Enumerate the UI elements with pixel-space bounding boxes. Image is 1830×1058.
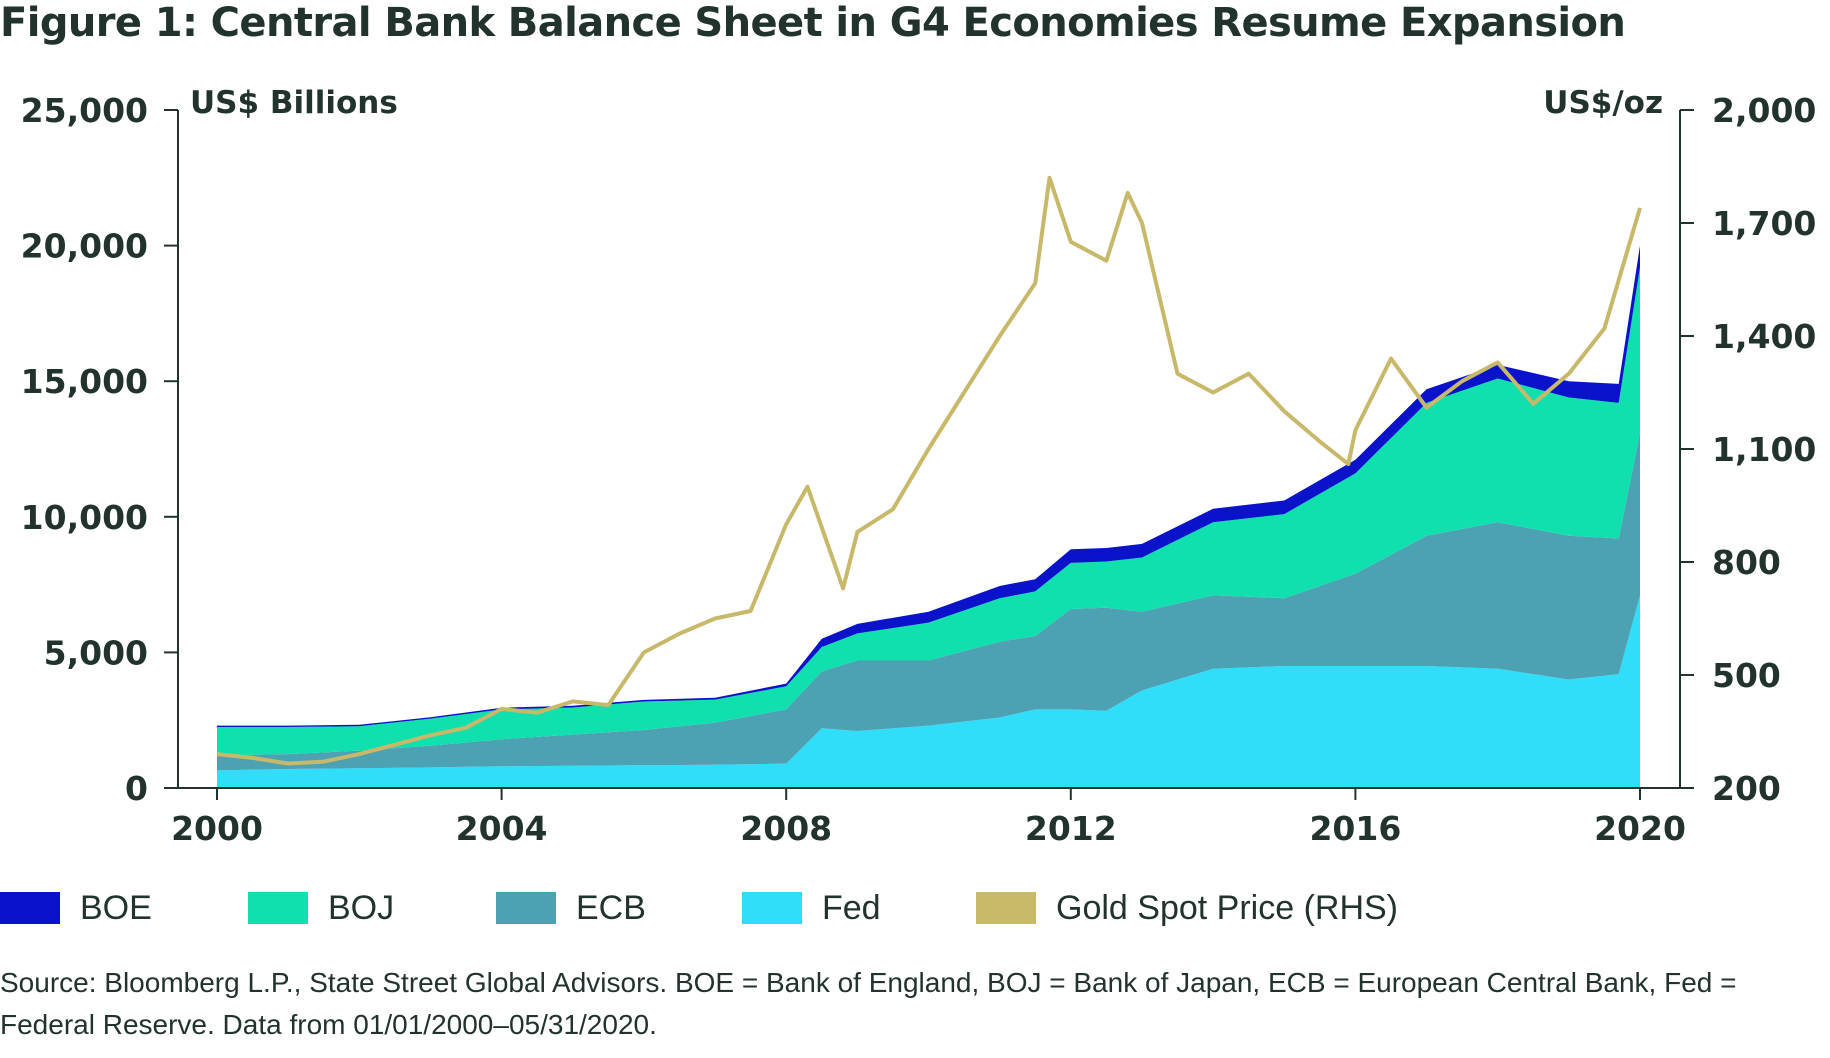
area-ecb xyxy=(217,432,1640,771)
left-tick-label: 0 xyxy=(125,769,148,808)
legend-swatch xyxy=(496,892,556,924)
stacked-areas xyxy=(217,245,1640,788)
right-tick-label: 1,400 xyxy=(1712,317,1816,356)
legend-item-gold: Gold Spot Price (RHS) xyxy=(976,886,1398,930)
chart: 0 5,000 10,000 15,000 20,000 25,000 200 500 800 1… xyxy=(21,85,1817,848)
right-tick-label: 1,700 xyxy=(1712,204,1816,243)
legend-label: Gold Spot Price (RHS) xyxy=(1056,888,1398,927)
right-tick-label: 500 xyxy=(1712,656,1781,695)
legend: BOE BOJ ECB Fed Gold Spot Price (RHS) xyxy=(0,886,1830,936)
axes: 0 5,000 10,000 15,000 20,000 25,000 200 500 800 1… xyxy=(21,91,1817,848)
legend-swatch xyxy=(976,892,1036,924)
legend-label: Fed xyxy=(822,888,881,927)
left-tick-label: 5,000 xyxy=(44,633,148,672)
right-tick-label: 2,000 xyxy=(1712,91,1816,130)
x-tick-label: 2012 xyxy=(1025,809,1117,848)
right-axis-unit: US$/oz xyxy=(1543,85,1663,121)
right-tick-label: 800 xyxy=(1712,543,1781,582)
source-note: Source: Bloomberg L.P., State Street Glo… xyxy=(0,967,1737,1040)
x-tick-label: 2008 xyxy=(740,809,832,848)
area-fed xyxy=(217,595,1640,788)
gold-price-line xyxy=(216,175,1642,766)
left-tick-label: 25,000 xyxy=(21,91,148,130)
legend-swatch xyxy=(0,892,60,924)
left-tick-label: 20,000 xyxy=(21,227,148,266)
left-axis-unit: US$ Billions xyxy=(190,85,398,121)
legend-label: BOE xyxy=(80,888,152,927)
legend-swatch xyxy=(742,892,802,924)
gold-line-layer xyxy=(216,175,1642,766)
legend-item-boe: BOE xyxy=(0,886,152,930)
x-tick-label: 2000 xyxy=(171,809,263,848)
x-tick-label: 2016 xyxy=(1309,809,1401,848)
area-boj xyxy=(217,267,1640,756)
legend-item-fed: Fed xyxy=(742,886,881,930)
x-tick-label: 2020 xyxy=(1594,809,1686,848)
legend-label: ECB xyxy=(576,888,646,927)
legend-label: BOJ xyxy=(328,888,395,927)
left-tick-label: 15,000 xyxy=(21,362,148,401)
legend-swatch xyxy=(248,892,308,924)
left-tick-label: 10,000 xyxy=(21,498,148,537)
x-tick-label: 2004 xyxy=(456,809,548,848)
right-tick-label: 200 xyxy=(1712,769,1781,808)
chart-title: Figure 1: Central Bank Balance Sheet in … xyxy=(0,0,1626,46)
legend-item-boj: BOJ xyxy=(248,886,394,930)
legend-item-ecb: ECB xyxy=(496,886,646,930)
right-tick-label: 1,100 xyxy=(1712,430,1816,469)
